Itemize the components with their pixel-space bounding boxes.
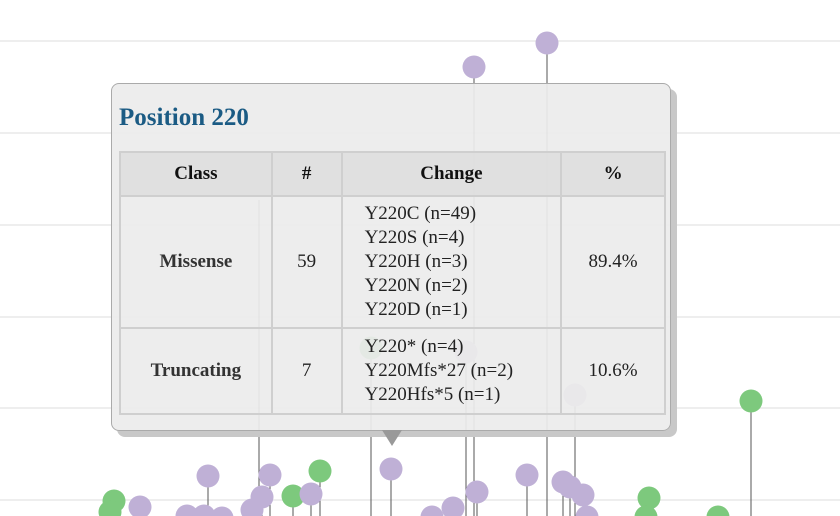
class-cell: Missense: [119, 195, 273, 329]
truncating-lollipop-head: [308, 459, 332, 483]
missense-lollipop-head: [258, 463, 282, 487]
truncating-lollipop-head: [634, 505, 658, 516]
missense-lollipop-head: [465, 480, 489, 504]
change-item: Y220N (n=2): [364, 275, 468, 296]
missense-lollipop-head: [240, 498, 264, 516]
percent-cell: 89.4%: [560, 195, 666, 329]
missense-lollipop-head: [462, 55, 486, 79]
header-percent: %: [560, 151, 666, 197]
table-row-truncating: Truncating 7 Y220* (n=4) Y220Mfs*27 (n=2…: [119, 327, 666, 415]
header-class: Class: [119, 151, 273, 197]
change-cell: Y220* (n=4) Y220Mfs*27 (n=2) Y220Hfs*5 (…: [340, 327, 563, 415]
missense-lollipop-head: [128, 495, 152, 516]
missense-lollipop-head: [441, 496, 465, 516]
change-item: Y220C (n=49): [364, 203, 477, 224]
count-cell: 59: [270, 195, 343, 329]
missense-lollipop-head: [535, 31, 559, 55]
change-item: Y220H (n=3): [364, 251, 468, 272]
missense-lollipop-head: [379, 457, 403, 481]
table-row-missense: Missense 59 Y220C (n=49) Y220S (n=4) Y22…: [119, 195, 666, 329]
missense-lollipop-head: [192, 504, 216, 516]
change-item: Y220Mfs*27 (n=2): [364, 360, 514, 381]
header-count: #: [270, 151, 343, 197]
truncating-lollipop-head: [706, 505, 730, 516]
tooltip-title: Position 220: [119, 104, 249, 131]
truncating-lollipop-head: [637, 486, 661, 510]
missense-lollipop-head: [299, 482, 323, 506]
mutation-table: Class # Change % Missense 59 Y220C (n=49…: [119, 151, 666, 415]
missense-lollipop-head: [175, 504, 199, 516]
tooltip-arrow-icon: [382, 430, 402, 446]
change-cell: Y220C (n=49) Y220S (n=4) Y220H (n=3) Y22…: [340, 195, 563, 329]
missense-lollipop-head: [210, 506, 234, 516]
percent-cell: 10.6%: [560, 327, 666, 415]
truncating-lollipop-head: [281, 484, 305, 508]
table-header-row: Class # Change %: [119, 151, 666, 197]
position-tooltip: Position 220 Class # Change % Missense 5…: [111, 83, 671, 446]
missense-lollipop-head: [571, 483, 595, 507]
missense-lollipop-head: [420, 505, 444, 516]
change-item: Y220S (n=4): [364, 227, 465, 248]
missense-lollipop-head: [515, 463, 539, 487]
change-item: Y220Hfs*5 (n=1): [364, 384, 501, 405]
truncating-lollipop-head: [739, 389, 763, 413]
header-change: Change: [340, 151, 563, 197]
change-item: Y220D (n=1): [364, 299, 468, 320]
missense-lollipop-head: [196, 464, 220, 488]
missense-lollipop-head: [575, 505, 599, 516]
count-cell: 7: [270, 327, 343, 415]
truncating-lollipop-head: [98, 500, 122, 516]
class-cell: Truncating: [119, 327, 273, 415]
change-item: Y220* (n=4): [364, 336, 464, 357]
